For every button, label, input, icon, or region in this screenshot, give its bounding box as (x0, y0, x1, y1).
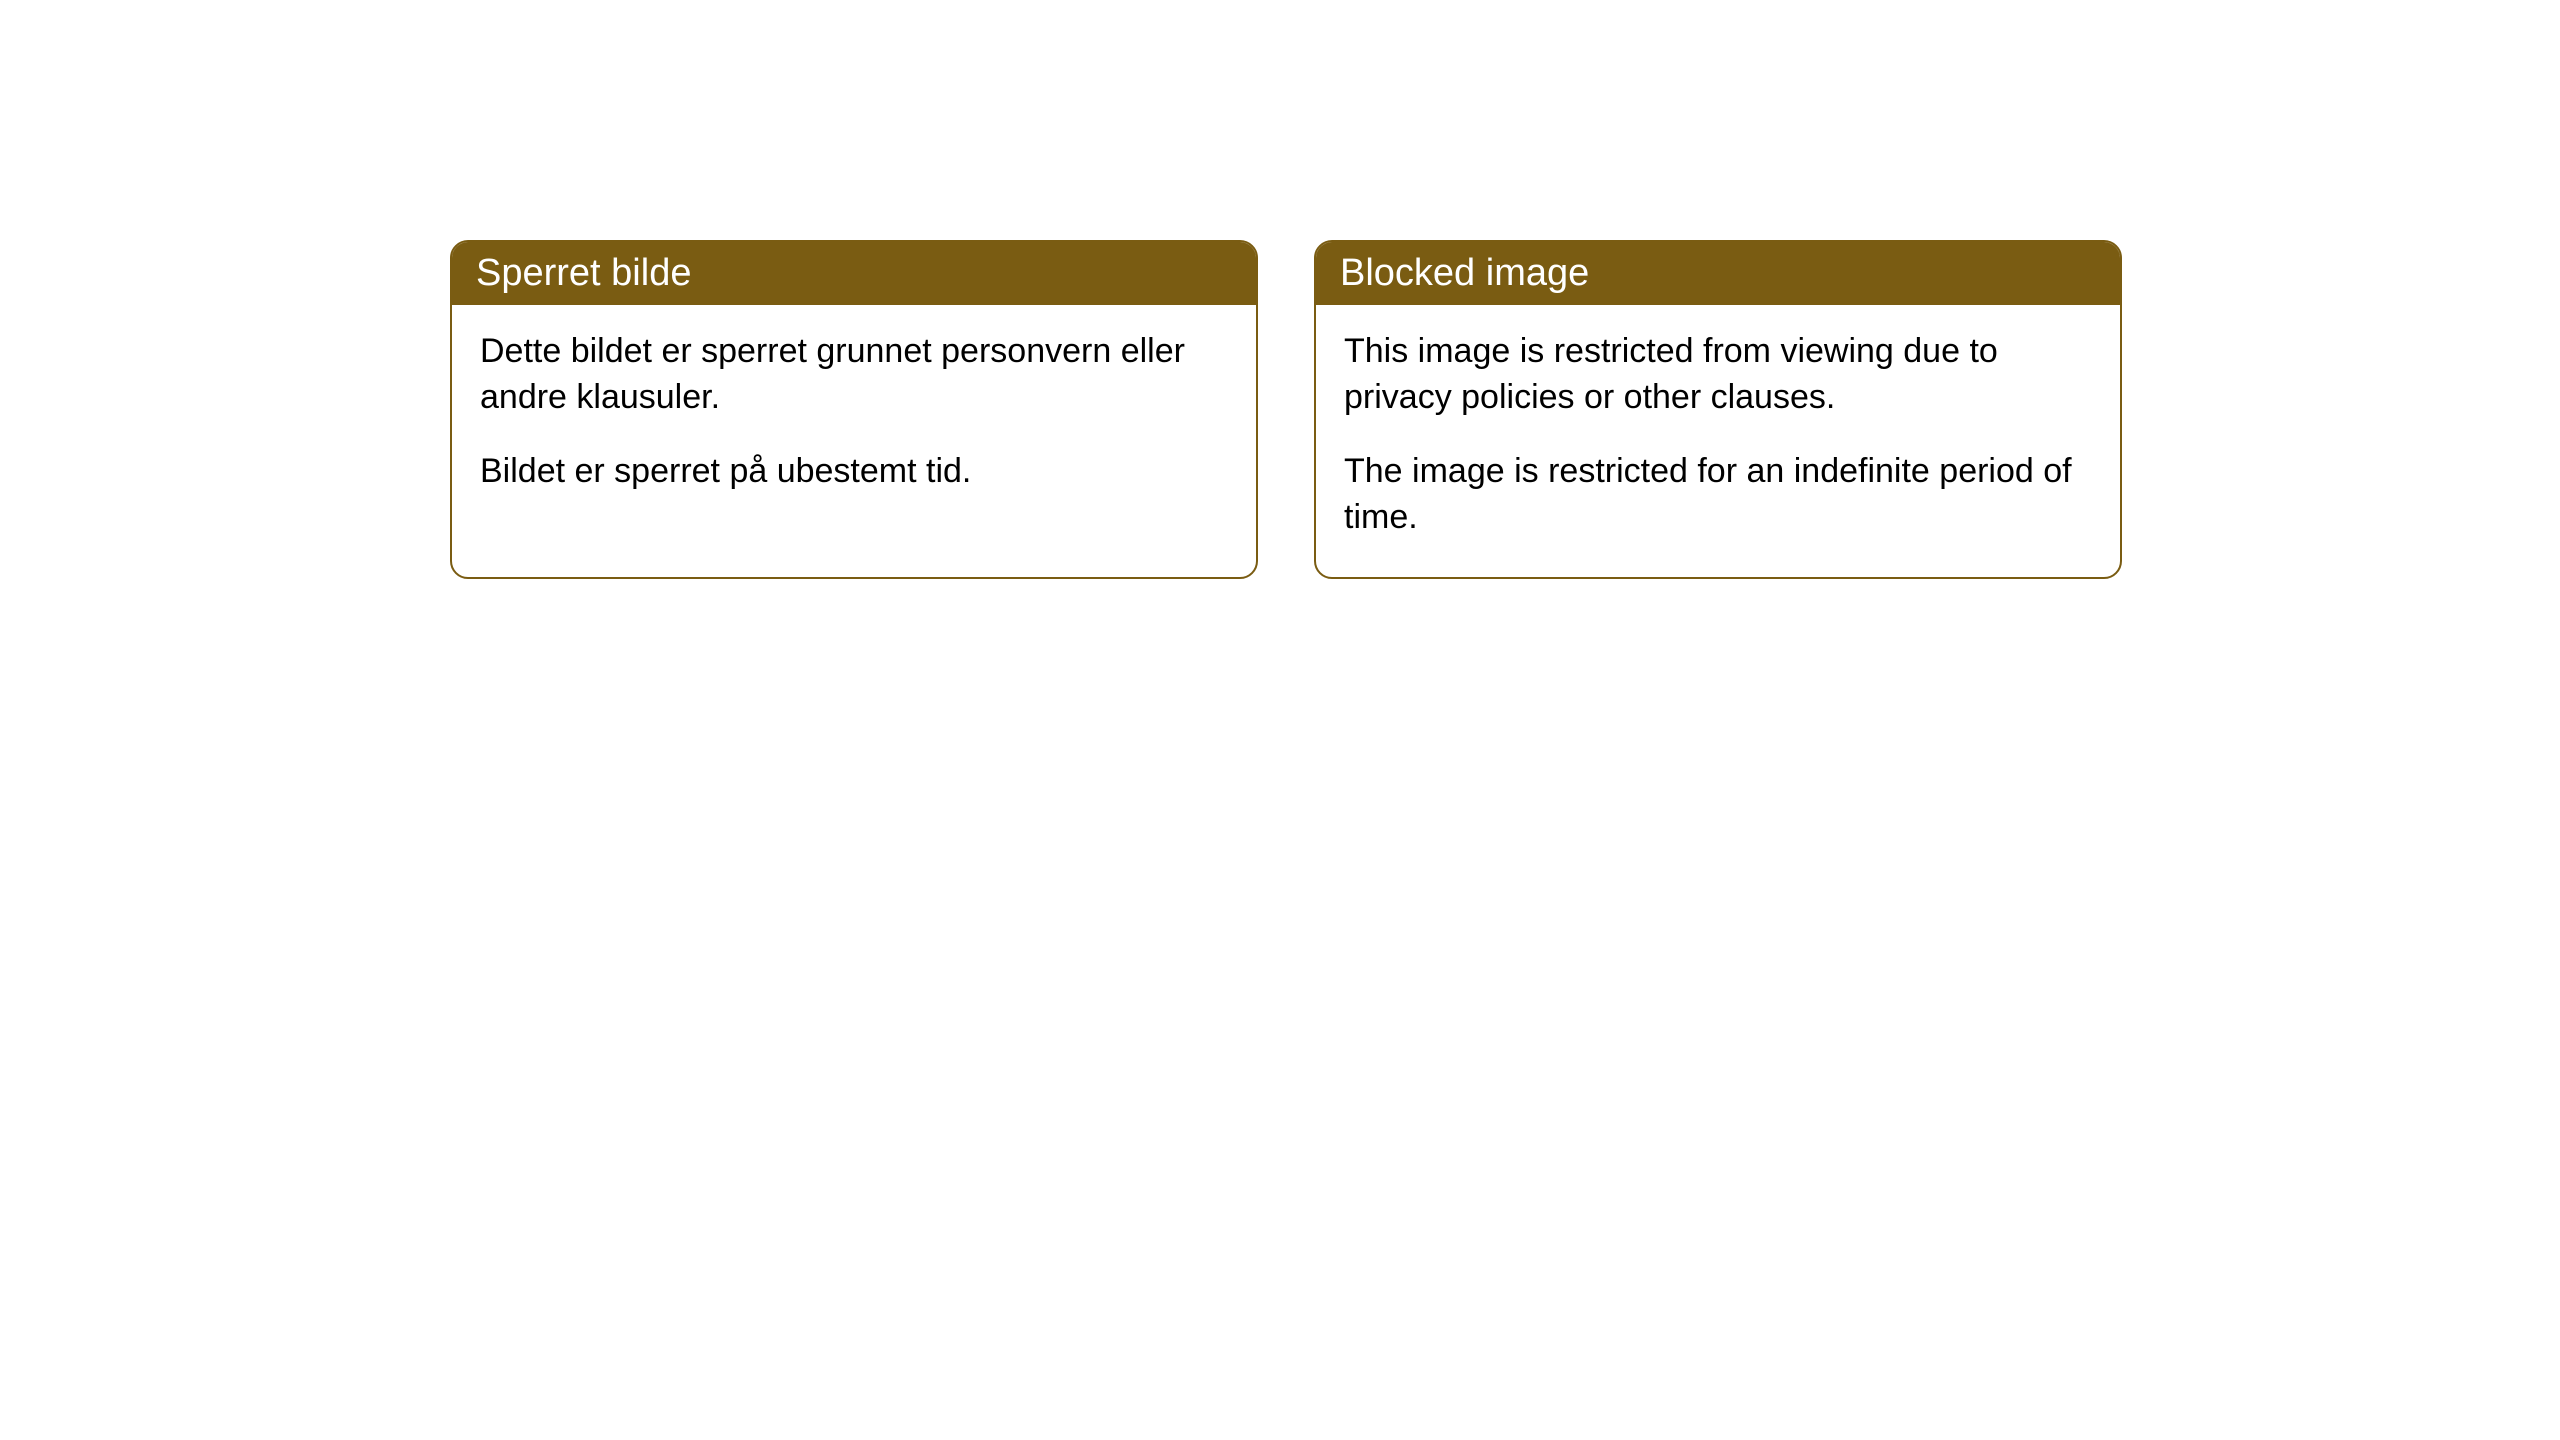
card-paragraph-2: The image is restricted for an indefinit… (1344, 449, 2092, 541)
card-paragraph-2: Bildet er sperret på ubestemt tid. (480, 449, 1228, 495)
card-header: Blocked image (1316, 242, 2120, 305)
card-header: Sperret bilde (452, 242, 1256, 305)
card-body: This image is restricted from viewing du… (1316, 305, 2120, 577)
card-paragraph-1: Dette bildet er sperret grunnet personve… (480, 329, 1228, 421)
card-title: Sperret bilde (476, 252, 691, 294)
card-paragraph-1: This image is restricted from viewing du… (1344, 329, 2092, 421)
notice-card-norwegian: Sperret bilde Dette bildet er sperret gr… (450, 240, 1258, 579)
card-title: Blocked image (1340, 252, 1589, 294)
notice-card-english: Blocked image This image is restricted f… (1314, 240, 2122, 579)
notice-cards-container: Sperret bilde Dette bildet er sperret gr… (450, 240, 2122, 579)
card-body: Dette bildet er sperret grunnet personve… (452, 305, 1256, 531)
